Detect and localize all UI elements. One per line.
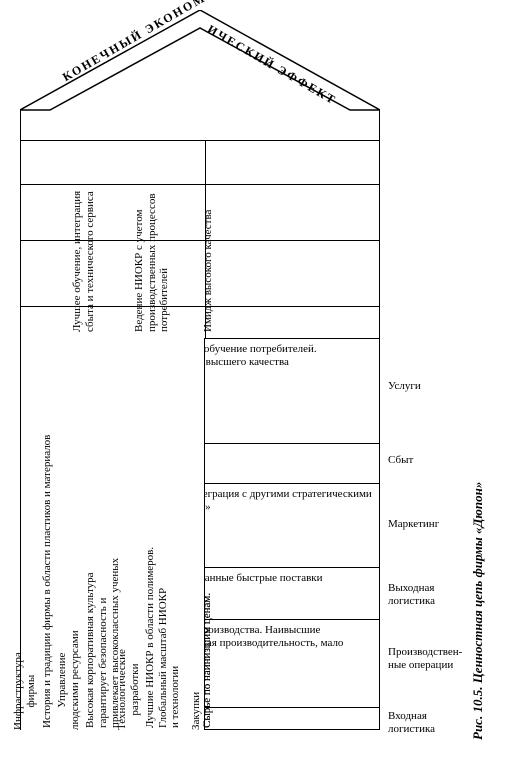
roof: КОНЕЧНЫЙ ЭКОНОМ ИЧЕСКИЙ ЭФФЕКТ <box>20 10 380 120</box>
label-sales: Сбыт <box>388 454 413 467</box>
label-infrastructure: Инфраструктура фирмы <box>12 652 37 730</box>
label-outbound: Выходная логистика <box>388 582 435 607</box>
label-inbound: Входная логистика <box>388 710 435 735</box>
cell-infrastructure-over: История и традиции фирмы в области пласт… <box>41 108 54 728</box>
label-hr: Управление людскими ресурсами <box>56 630 81 730</box>
label-procurement: Закупки <box>190 692 203 730</box>
value-chain-diagram: КОНЕЧНЫЙ ЭКОНОМ ИЧЕСКИЙ ЭФФЕКТ История и… <box>20 10 380 730</box>
label-operations: Производствен- ные операции <box>388 646 462 671</box>
cell-tech-right: Ведение НИОКР с учетом производственных … <box>133 112 171 332</box>
label-marketing: Маркетинг <box>388 518 439 531</box>
cell-hr-right: Лучшее обучение, интеграция сбыта и техн… <box>71 112 96 332</box>
cell-procurement-left-over: Сырье по наинизшим ценам. <box>201 348 214 728</box>
figure-caption: Рис. 10.5. Ценностная цепь фирмы «Дюпон» <box>470 482 486 740</box>
sep4 <box>21 306 205 307</box>
label-service: Услуги <box>388 380 421 393</box>
sep2 <box>21 184 205 185</box>
sep3 <box>21 240 205 241</box>
cell-tech-left-over: Лучшие НИОКР в области полимеров. Глобал… <box>144 348 182 728</box>
sep1 <box>21 140 205 141</box>
cell-procurement-right: Имидж высокого качества <box>202 112 215 332</box>
label-tech: Технологические разработки <box>116 649 141 730</box>
